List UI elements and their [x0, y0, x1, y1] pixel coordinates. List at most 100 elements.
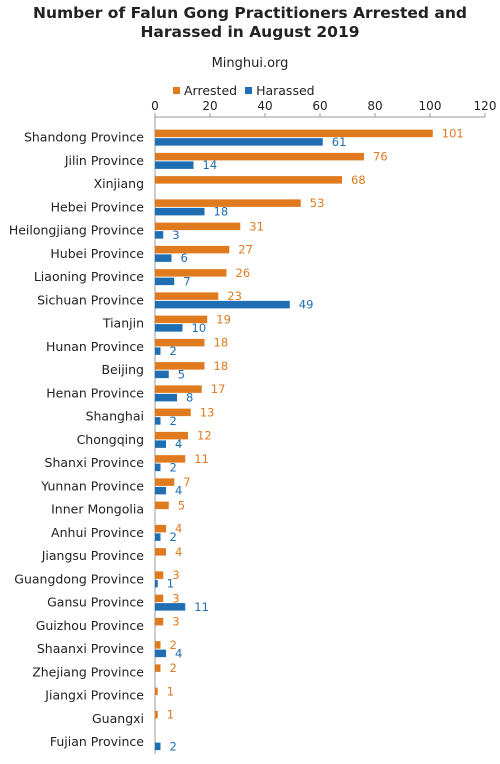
data-label-arrested: 5	[178, 498, 185, 512]
data-label-harassed: 18	[214, 205, 229, 219]
legend-item-harassed: Harassed	[245, 83, 315, 98]
data-label-arrested: 101	[442, 126, 464, 140]
data-label-harassed: 4	[175, 437, 182, 451]
bar-harassed	[155, 277, 175, 286]
data-label-arrested: 27	[238, 243, 253, 257]
legend-swatch-harassed	[245, 87, 253, 94]
data-label-arrested: 12	[197, 429, 212, 443]
chart-title-line-1: Number of Falun Gong Practitioners Arres…	[33, 4, 467, 22]
data-label-harassed: 1	[167, 577, 174, 591]
data-label-harassed: 11	[194, 600, 209, 614]
data-label-arrested: 2	[170, 661, 177, 675]
x-tick-label: 100	[419, 99, 442, 113]
data-label-arrested: 2	[170, 638, 177, 652]
category-label: Hebei Province	[51, 199, 145, 214]
data-label-harassed: 61	[332, 135, 347, 149]
category-label: Anhui Province	[51, 525, 144, 540]
bar-arrested	[155, 571, 164, 579]
data-label-arrested: 68	[351, 173, 366, 187]
data-label-arrested: 76	[373, 150, 388, 164]
bar-harassed	[155, 207, 205, 216]
data-label-harassed: 6	[181, 251, 188, 265]
bar-harassed	[155, 463, 161, 472]
category-label: Hunan Province	[46, 339, 144, 354]
category-label: Chongqing	[77, 432, 144, 447]
bar-arrested	[155, 617, 164, 626]
bar-arrested	[155, 152, 364, 161]
bar-arrested	[155, 501, 169, 510]
category-label: Gansu Province	[47, 595, 144, 610]
bar-arrested	[155, 431, 188, 440]
bar-arrested	[155, 548, 166, 556]
category-label: Yunnan Province	[40, 478, 144, 493]
bar-arrested	[155, 362, 205, 370]
bar-harassed	[155, 486, 166, 495]
data-label-arrested: 3	[172, 568, 179, 582]
data-label-arrested: 17	[211, 382, 226, 396]
category-label: Henan Province	[46, 385, 144, 400]
data-label-arrested: 11	[194, 452, 209, 466]
bar-arrested	[155, 664, 161, 672]
bar-arrested	[155, 408, 191, 417]
bar-harassed	[155, 417, 161, 425]
data-label-harassed: 2	[170, 344, 177, 358]
category-label: Inner Mongolia	[51, 502, 144, 517]
category-label: Jiangsu Province	[41, 548, 145, 563]
data-label-harassed: 2	[170, 739, 177, 753]
x-tick-label: 60	[312, 99, 327, 113]
data-label-arrested: 1	[167, 708, 174, 722]
category-label: Tianjin	[102, 316, 144, 331]
bar-arrested	[155, 710, 158, 719]
data-label-harassed: 3	[172, 228, 179, 242]
bar-harassed	[155, 300, 290, 309]
data-label-harassed: 10	[192, 321, 207, 335]
bar-harassed	[155, 161, 194, 169]
category-label: Hubei Province	[50, 246, 144, 261]
data-label-arrested: 19	[216, 312, 231, 326]
chart-source: Minghui.org	[211, 56, 289, 71]
bar-arrested	[155, 687, 158, 696]
data-label-arrested: 13	[200, 405, 215, 419]
bar-harassed	[155, 440, 166, 448]
data-label-harassed: 7	[183, 274, 190, 288]
data-label-arrested: 4	[175, 522, 182, 536]
data-label-harassed: 5	[178, 367, 185, 381]
bar-arrested	[155, 129, 433, 138]
bar-arrested	[155, 385, 202, 393]
bar-harassed	[155, 138, 323, 146]
data-label-harassed: 2	[170, 460, 177, 474]
category-label: Sichuan Province	[37, 292, 144, 307]
bar-arrested	[155, 176, 342, 184]
category-label: Shaanxi Province	[37, 641, 144, 656]
data-label-harassed: 8	[186, 391, 193, 405]
bar-harassed	[155, 324, 183, 332]
bar-harassed	[155, 347, 161, 355]
legend-swatch-arrested	[173, 87, 180, 94]
data-label-arrested: 26	[236, 266, 251, 280]
bar-arrested	[155, 338, 205, 347]
category-label: Shandong Province	[24, 130, 144, 145]
legend-label-arrested: Arrested	[184, 83, 238, 98]
bar-arrested	[155, 524, 166, 533]
category-label: Guizhou Province	[36, 618, 145, 633]
category-label: Jilin Province	[64, 153, 144, 168]
bar-arrested	[155, 594, 164, 603]
bar-harassed	[155, 231, 164, 239]
data-label-harassed: 4	[175, 484, 182, 498]
category-label: Fujian Province	[50, 734, 144, 749]
bar-arrested	[155, 315, 208, 324]
bar-arrested	[155, 199, 301, 207]
bar-harassed	[155, 393, 177, 402]
data-label-harassed: 14	[203, 158, 218, 172]
category-label: Xinjiang	[94, 176, 144, 191]
bar-harassed	[155, 603, 186, 611]
bar-arrested	[155, 641, 161, 649]
legend-label-harassed: Harassed	[256, 83, 315, 98]
data-label-harassed: 4	[175, 646, 182, 660]
data-label-harassed: 2	[170, 414, 177, 428]
data-label-arrested: 3	[172, 591, 179, 605]
bar-harassed	[155, 254, 172, 262]
x-tick-label: 40	[257, 99, 272, 113]
data-label-arrested: 23	[227, 289, 242, 303]
